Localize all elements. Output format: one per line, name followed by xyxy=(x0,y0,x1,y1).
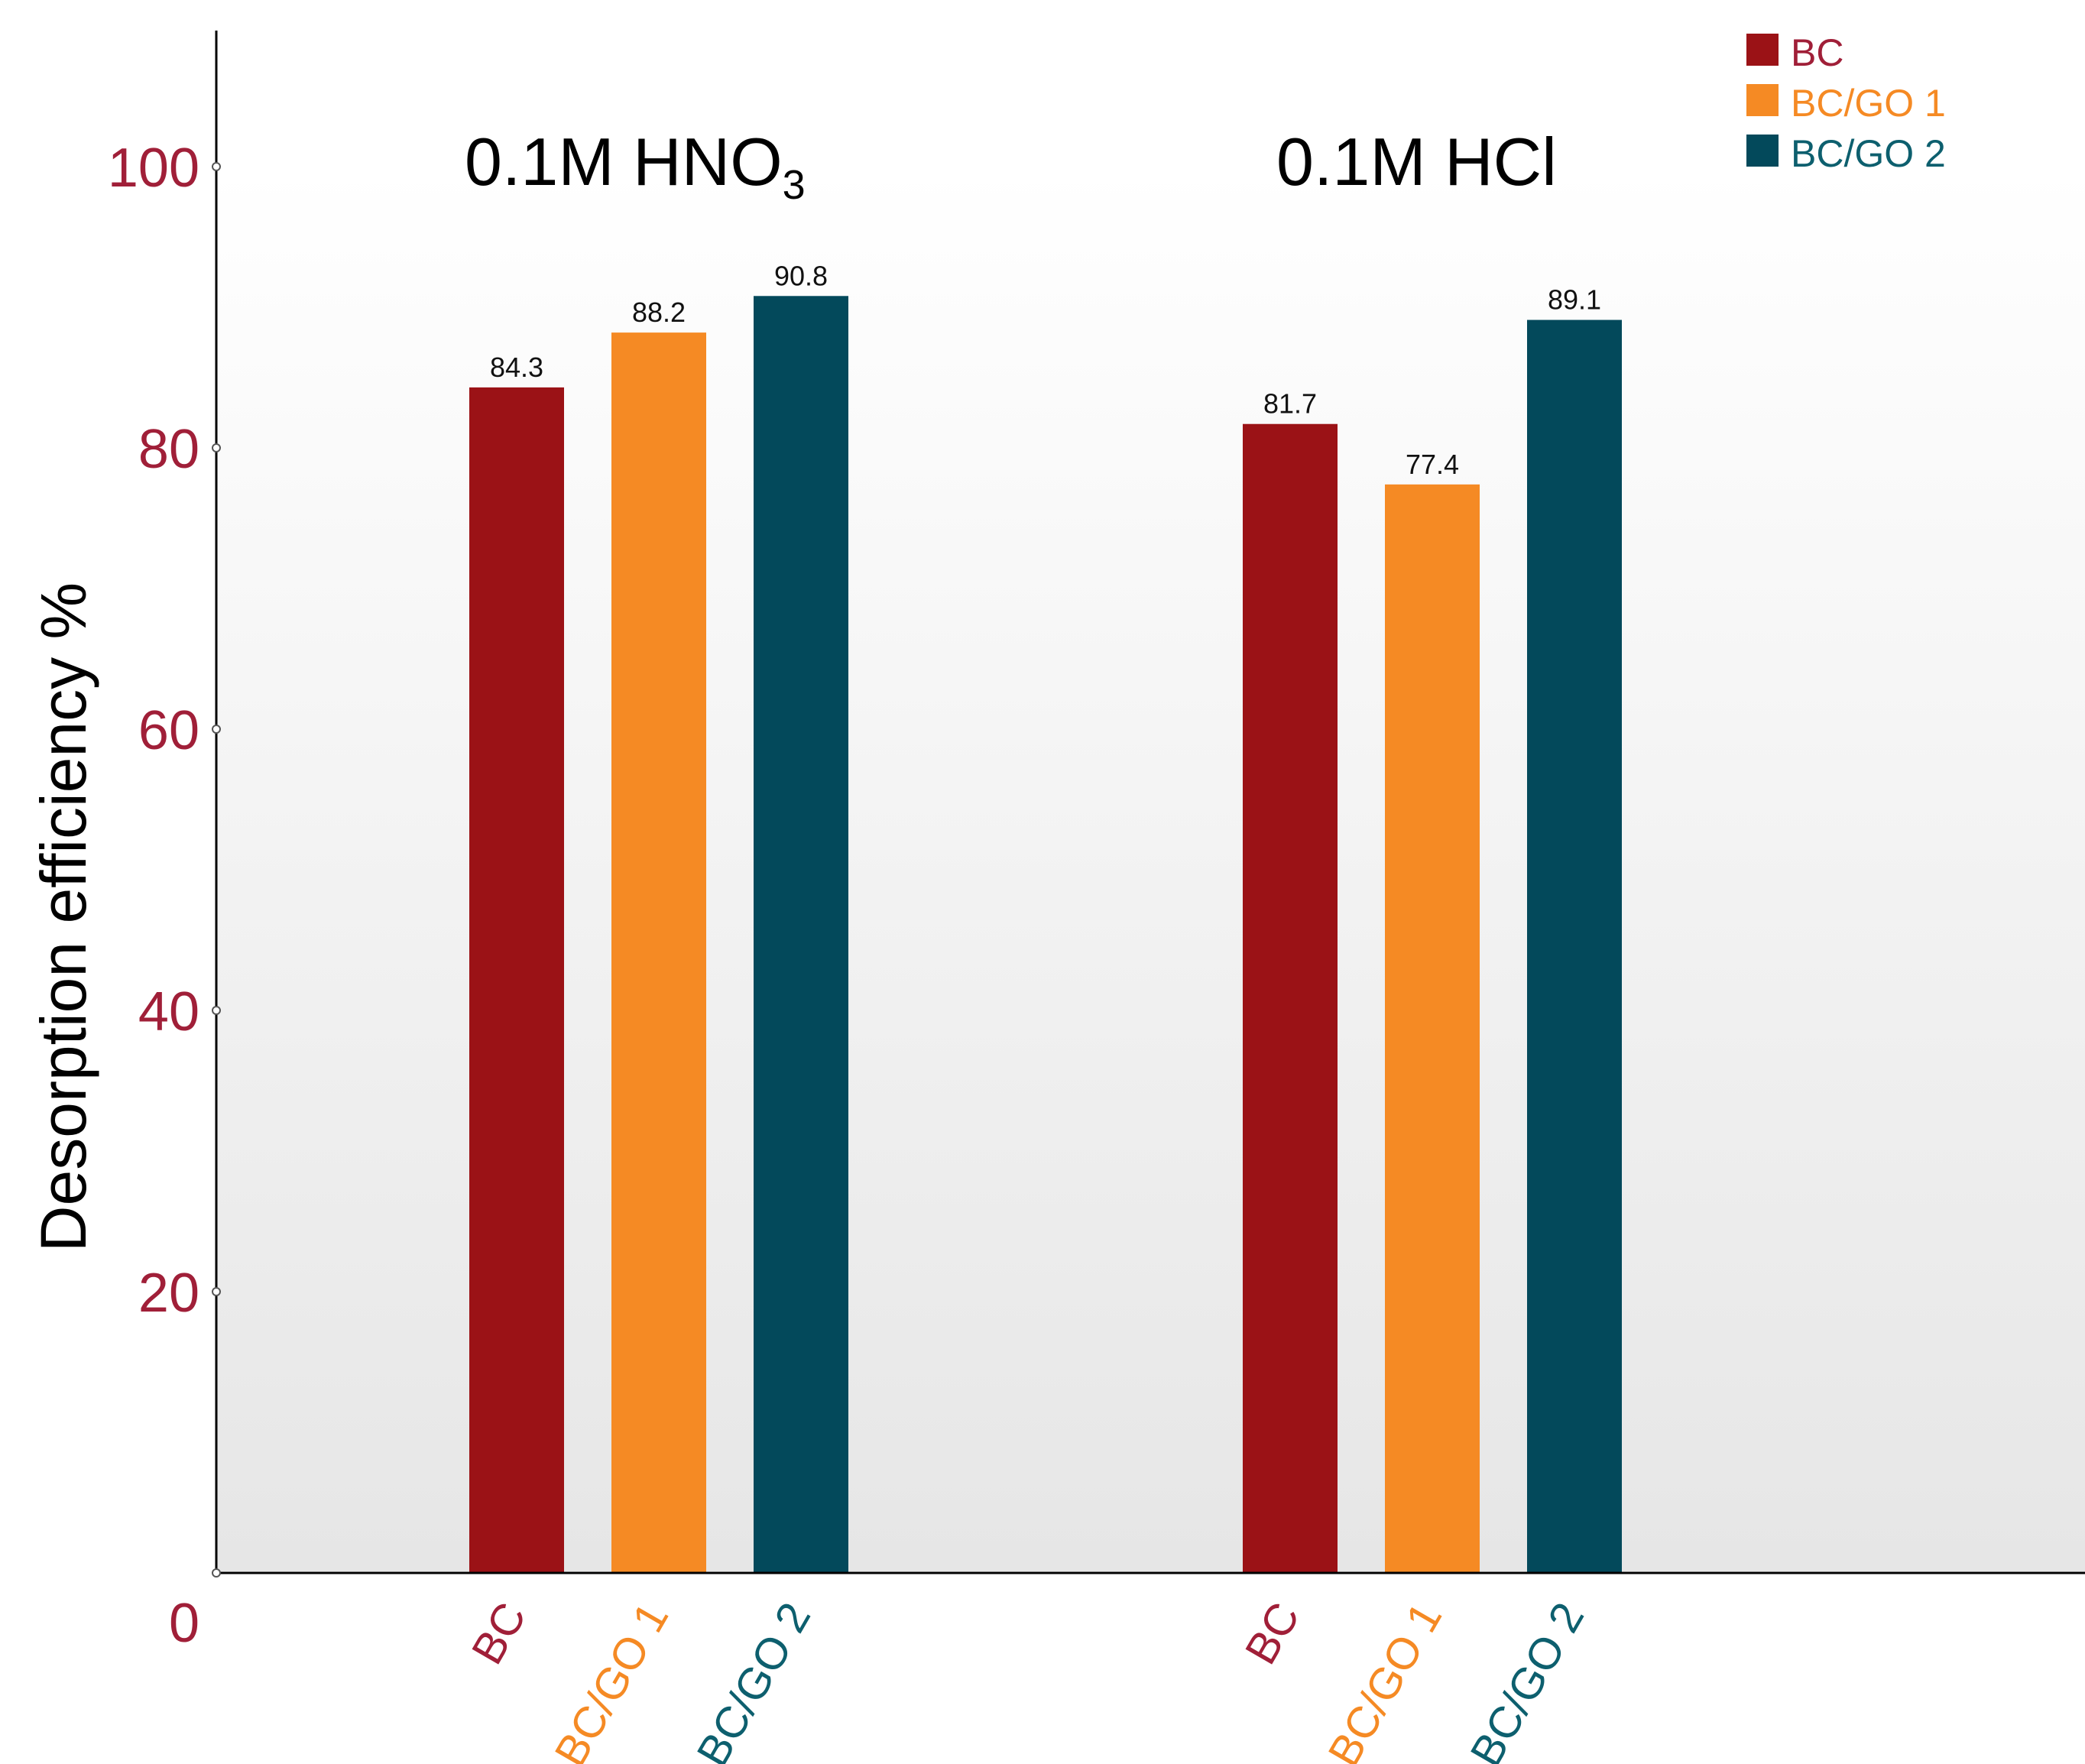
value-label-hcl-bc-go-1: 77.4 xyxy=(1406,449,1459,480)
value-label-hno3-bc-go-2: 90.8 xyxy=(774,260,828,291)
legend-swatch-bc xyxy=(1746,34,1779,66)
value-label-hcl-bc-go-2: 89.1 xyxy=(1548,284,1601,316)
category-label-hno3-bc: BC xyxy=(462,1594,537,1672)
bar-hno3-bc-go-1 xyxy=(611,332,706,1573)
bar-hcl-bc-go-1 xyxy=(1385,484,1480,1573)
y-tick-mark-60 xyxy=(212,725,221,734)
legend-swatch-bc-go1 xyxy=(1746,84,1779,116)
bar-hcl-bc xyxy=(1243,423,1338,1573)
group-title-hno3-main: 0.1M HNO xyxy=(465,124,783,199)
y-tick-label-20: 20 xyxy=(138,1263,199,1324)
y-tick-label-40: 40 xyxy=(138,981,199,1043)
axes xyxy=(215,31,2085,1574)
bar-hno3-bc xyxy=(469,387,564,1573)
group-title-hno3-subscript: 3 xyxy=(783,162,806,208)
value-label-hno3-bc-go-1: 88.2 xyxy=(632,297,686,328)
legend-swatch-bc-go2 xyxy=(1746,135,1779,167)
bars xyxy=(469,296,1622,1573)
y-tick-mark-20 xyxy=(212,1287,221,1296)
legend-label-bc-go2: BC/GO 2 xyxy=(1791,132,1946,175)
y-tick-mark-0 xyxy=(212,1568,221,1578)
y-tick-mark-40 xyxy=(212,1006,221,1015)
group-title-hcl: 0.1M HCl xyxy=(1276,124,1557,199)
category-label-hno3-bc-go-2: BC/GO 2 xyxy=(687,1594,820,1764)
value-label-hcl-bc: 81.7 xyxy=(1263,388,1317,420)
legend: BC BC/GO 1 BC/GO 2 xyxy=(1746,31,1946,175)
y-tick-label-0: 0 xyxy=(169,1593,199,1654)
y-tick-label-60: 60 xyxy=(138,700,199,761)
category-labels: BC BC/GO 1 BC/GO 2 BC BC/GO 1 BC/GO 2 xyxy=(462,1594,1594,1764)
value-labels: 84.3 88.2 90.8 81.7 77.4 89.1 xyxy=(490,260,1601,480)
value-label-hno3-bc: 84.3 xyxy=(490,352,543,383)
y-ticks: 0 20 40 60 80 100 xyxy=(108,138,221,1654)
category-label-hcl-bc: BC xyxy=(1236,1594,1310,1672)
y-tick-mark-100 xyxy=(212,162,221,171)
group-title-hno3: 0.1M HNO3 xyxy=(465,124,806,208)
y-tick-label-80: 80 xyxy=(138,419,199,480)
y-tick-label-100: 100 xyxy=(108,138,199,199)
legend-label-bc-go1: BC/GO 1 xyxy=(1791,82,1946,125)
category-label-hcl-bc-go-1: BC/GO 1 xyxy=(1318,1594,1451,1764)
category-label-hcl-bc-go-2: BC/GO 2 xyxy=(1461,1594,1594,1764)
y-tick-mark-80 xyxy=(212,443,221,452)
bar-hcl-bc-go-2 xyxy=(1527,319,1622,1573)
category-label-hno3-bc-go-1: BC/GO 1 xyxy=(545,1594,678,1764)
legend-label-bc: BC xyxy=(1791,31,1843,74)
bar-hno3-bc-go-2 xyxy=(754,296,848,1573)
y-axis-label: Desorption efficiency % xyxy=(28,582,99,1252)
